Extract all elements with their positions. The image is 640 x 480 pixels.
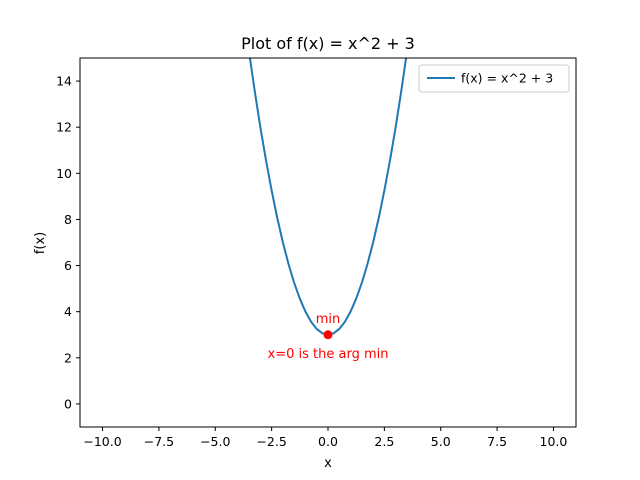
y-axis-label: f(x) <box>33 232 48 254</box>
x-tick-label: 5.0 <box>431 434 451 449</box>
x-tick-label: −10.0 <box>83 434 121 449</box>
y-tick-label: 2 <box>64 350 72 365</box>
x-tick-label: −2.5 <box>256 434 286 449</box>
y-tick-label: 0 <box>64 396 72 411</box>
legend-label: f(x) = x^2 + 3 <box>461 71 553 86</box>
legend-box <box>418 64 570 93</box>
x-tick-label: −7.5 <box>144 434 174 449</box>
y-tick-label: 4 <box>64 304 72 319</box>
y-axis: 0 2 4 6 8 10 12 14 <box>56 74 80 411</box>
y-tick-label: 6 <box>64 258 72 273</box>
y-tick-label: 8 <box>64 212 72 227</box>
annotation-0: min <box>316 312 341 327</box>
x-tick-label: 0.0 <box>318 434 338 449</box>
x-tick-label: −5.0 <box>200 434 230 449</box>
legend: f(x) = x^2 + 3 <box>418 64 570 93</box>
plot-frame <box>79 57 577 428</box>
x-tick-label: 7.5 <box>487 434 507 449</box>
x-axis: −10.0 −7.5 −5.0 −2.5 0.0 2.5 5.0 7.5 10.0 <box>83 427 567 449</box>
x-tick-label: 2.5 <box>374 434 394 449</box>
plot-area: min x=0 is the arg min <box>248 58 408 362</box>
x-axis-label: x <box>324 456 332 471</box>
y-tick-label: 12 <box>56 120 72 135</box>
y-tick-label: 10 <box>56 166 72 181</box>
x-tick-label: 10.0 <box>540 434 568 449</box>
annotation-1: x=0 is the arg min <box>268 347 389 362</box>
min-point-marker <box>323 330 333 340</box>
y-tick-label: 14 <box>56 74 72 89</box>
chart-title: Plot of f(x) = x^2 + 3 <box>241 34 415 53</box>
